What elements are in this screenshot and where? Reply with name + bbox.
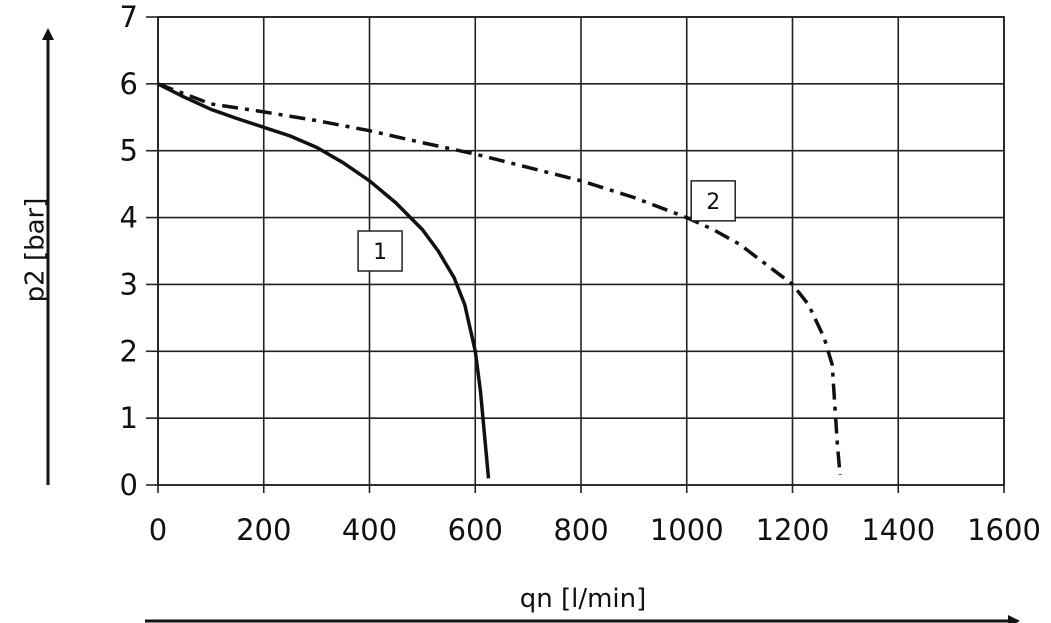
x-tick-label: 1200 [756,513,830,547]
series-labels: 12 [357,180,736,272]
series-label-text: 1 [373,240,387,265]
x-tick-label: 200 [236,513,291,547]
series-label-box [357,230,403,272]
y-axis-title: p2 [bar] [21,198,51,303]
data-series [157,82,842,479]
x-tick-label: 1400 [861,513,935,547]
plot-frame [146,16,1005,493]
series-label-box [690,180,736,222]
x-axis-title: qn [l/min] [520,584,647,614]
series-line-1 [157,82,491,479]
y-tick-label: 3 [120,267,138,301]
x-tick-label: 600 [448,513,503,547]
y-tick-label: 4 [120,201,138,235]
y-tick-label: 0 [120,468,138,502]
x-tick-label: 0 [149,513,167,547]
y-tick-label: 1 [120,401,138,435]
plot-border [157,16,1005,486]
series-label-text: 2 [706,190,720,215]
y-tick-label: 7 [120,0,138,34]
x-tick-label: 400 [342,513,397,547]
y-tick-label: 5 [120,134,138,168]
grid-lines [157,16,1005,486]
y-tick-label: 2 [120,334,138,368]
y-tick-label: 6 [120,67,138,101]
x-tick-label: 800 [553,513,608,547]
x-tick-label: 1600 [967,513,1041,547]
x-tick-label: 1000 [650,513,724,547]
series-line-2 [157,82,842,476]
